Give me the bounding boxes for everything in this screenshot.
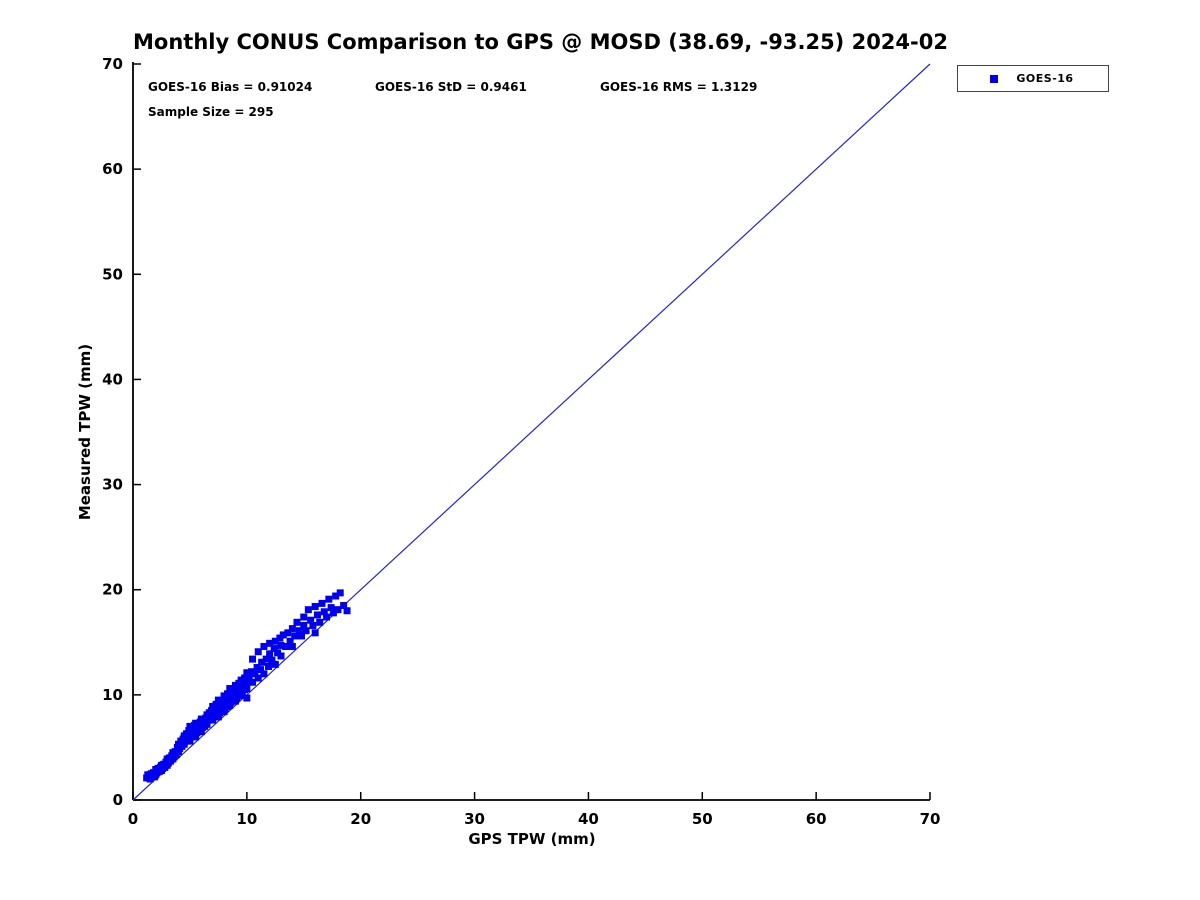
scatter-point — [279, 631, 287, 639]
x-tick-label: 60 — [806, 810, 827, 828]
scatter-point — [318, 599, 326, 607]
legend: GOES-16 — [957, 65, 1109, 92]
scatter-point — [277, 641, 285, 649]
chart-title: Monthly CONUS Comparison to GPS @ MOSD (… — [133, 30, 948, 54]
scatter-point — [340, 601, 348, 609]
y-tick-label: 60 — [102, 160, 123, 178]
scatter-point — [266, 639, 274, 647]
scatter-point — [254, 648, 262, 656]
y-tick-label: 40 — [102, 370, 123, 388]
x-tick-label: 10 — [236, 810, 257, 828]
identity-line — [132, 63, 931, 801]
scatter-point — [186, 737, 194, 745]
scatter-point — [295, 627, 303, 635]
y-tick-label: 20 — [102, 581, 123, 599]
stat-rms: GOES-16 RMS = 1.3129 — [600, 80, 758, 94]
scatter-point — [266, 650, 274, 658]
scatter-point — [336, 589, 344, 597]
scatter-point — [249, 678, 257, 686]
x-tick-label: 70 — [920, 810, 941, 828]
x-tick-label: 30 — [464, 810, 485, 828]
scatter-point — [309, 621, 317, 629]
scatter-point — [316, 618, 324, 626]
scatter-point — [313, 611, 321, 619]
x-tick-label: 50 — [692, 810, 713, 828]
scatter-point — [329, 609, 337, 617]
scatter-point — [286, 637, 294, 645]
scatter-point — [334, 606, 342, 614]
scatter-point — [254, 674, 262, 682]
scatter-point — [288, 625, 296, 633]
scatter-point — [258, 658, 266, 666]
x-tick-label: 0 — [128, 810, 138, 828]
legend-label: GOES-16 — [1016, 72, 1074, 85]
scatter-point — [270, 645, 278, 653]
stat-std: GOES-16 StD = 0.9461 — [375, 80, 527, 94]
scatter-point — [268, 656, 276, 664]
y-tick-label: 30 — [102, 476, 123, 494]
scatter-point — [332, 592, 340, 600]
y-tick-label: 50 — [102, 265, 123, 283]
legend-marker-icon — [990, 74, 998, 83]
scatter-point — [251, 670, 259, 678]
scatter-point — [245, 674, 253, 682]
scatter-point — [260, 642, 268, 650]
scatter-point — [298, 632, 306, 640]
scatter-point — [311, 603, 319, 611]
scatter-point — [325, 595, 333, 603]
scatter-point — [209, 716, 217, 724]
scatter-point — [243, 669, 251, 677]
scatter-point — [284, 629, 292, 637]
scatter-point — [323, 613, 331, 621]
scatter-point — [260, 670, 268, 678]
scatter-point — [192, 733, 200, 741]
scatter-point — [307, 616, 315, 624]
scatter-point — [302, 627, 310, 635]
scatter-point — [291, 632, 299, 640]
scatter-point — [277, 652, 285, 660]
scatter-point — [320, 608, 328, 616]
scatter-point — [271, 660, 279, 668]
scatter-point — [262, 655, 270, 663]
y-axis-label: Measured TPW (mm) — [76, 343, 94, 521]
y-tick-label: 70 — [102, 55, 123, 73]
scatter-point — [243, 685, 251, 693]
scatter-point — [300, 613, 308, 621]
scatter-point — [288, 642, 296, 650]
scatter-point — [257, 666, 265, 674]
x-axis-label: GPS TPW (mm) — [468, 830, 596, 848]
y-tick-label: 0 — [113, 791, 123, 809]
scatter-point — [243, 694, 251, 702]
stat-bias: GOES-16 Bias = 0.91024 — [148, 80, 313, 94]
scatter-point — [197, 728, 205, 736]
scatter-point — [203, 720, 211, 728]
stat-sample-size: Sample Size = 295 — [148, 105, 274, 119]
x-tick-label: 40 — [578, 810, 599, 828]
x-tick-label: 20 — [350, 810, 371, 828]
scatter-point — [249, 655, 257, 663]
scatter-point — [264, 662, 272, 670]
scatter-point — [343, 607, 351, 615]
scatter-point — [304, 606, 312, 614]
scatter-point — [271, 637, 279, 645]
y-tick-label: 10 — [102, 686, 123, 704]
scatter-point — [327, 604, 335, 612]
scatter-point — [214, 713, 222, 721]
scatter-point — [300, 621, 308, 629]
scatter-point — [311, 629, 319, 637]
scatter-point — [293, 618, 301, 626]
scatter-point — [282, 642, 290, 650]
